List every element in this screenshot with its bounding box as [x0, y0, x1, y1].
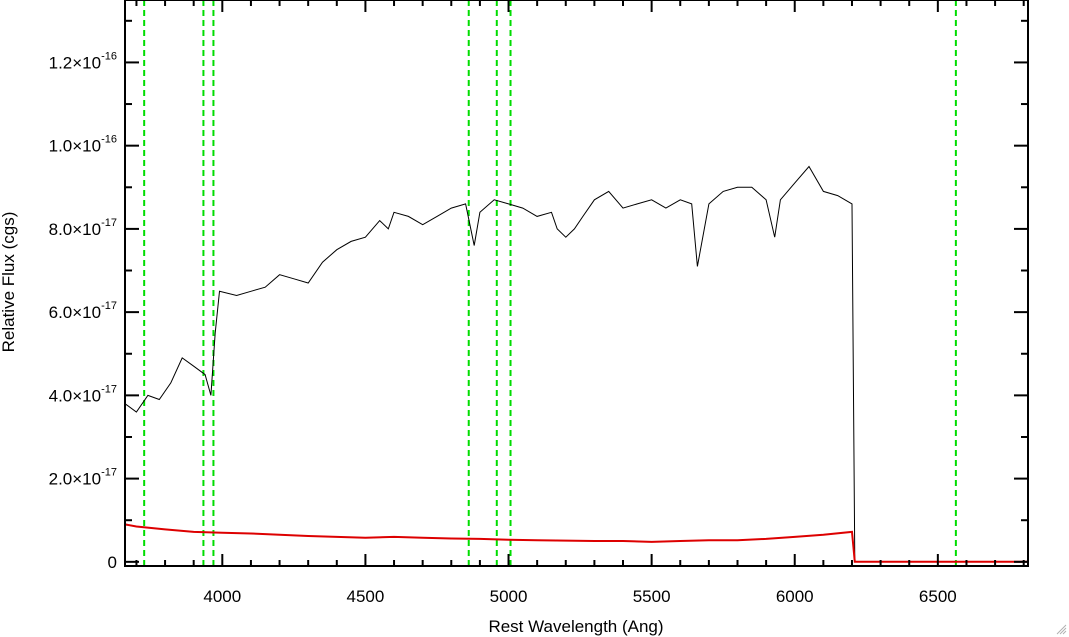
- reference-lines: [143, 0, 957, 566]
- y-tick-label-6: 1.2×10-16: [49, 50, 117, 72]
- plot-frame: [124, 0, 1029, 567]
- y-tick-label-2: 4.0×10-17: [49, 383, 117, 405]
- x-tick-label-5500: 5500: [633, 587, 671, 606]
- y-tick-label-3: 6.0×10-17: [49, 300, 117, 322]
- x-tick-label-5000: 5000: [490, 587, 528, 606]
- y-axis-label: Relative Flux (cgs): [0, 212, 18, 353]
- series-line-2: [124, 523, 1028, 563]
- series-line-1: [124, 165, 856, 562]
- x-axis-label: Rest Wavelength (Ang): [488, 617, 663, 636]
- y-tick-label-1: 2.0×10-17: [49, 467, 117, 489]
- y-tick-label-0: 0: [108, 553, 117, 572]
- x-tick-label-4500: 4500: [347, 587, 385, 606]
- y-tick-label-4: 8.0×10-17: [49, 217, 117, 239]
- spectrum-series: [124, 165, 1028, 563]
- resize-grip-icon[interactable]: [1056, 624, 1067, 635]
- axes: 4000 4500 5000 5500 6000 6500 0 2.0×10-17 4.0×10…: [49, 0, 1029, 606]
- x-tick-label-6500: 6500: [919, 587, 957, 606]
- x-tick-label-6000: 6000: [776, 587, 814, 606]
- y-tick-label-5: 1.0×10-16: [49, 134, 117, 156]
- x-tick-label-4000: 4000: [203, 587, 241, 606]
